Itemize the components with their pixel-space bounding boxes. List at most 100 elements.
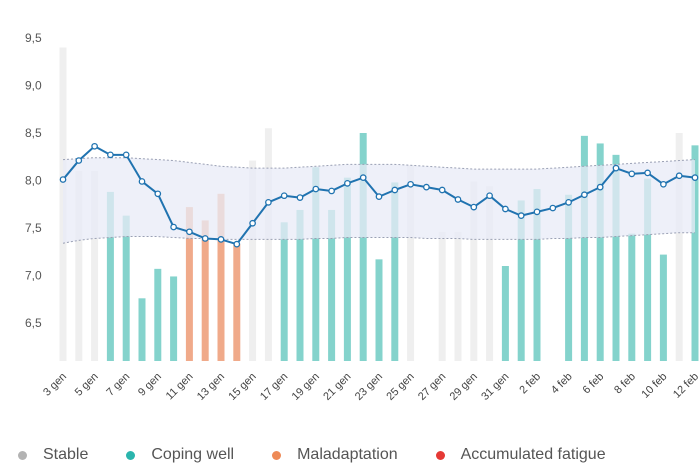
y-tick-label: 7,5 — [25, 221, 42, 235]
x-tick-label: 9 gen — [136, 371, 164, 399]
x-tick-label: 10 feb — [639, 371, 669, 401]
x-axis: 3 gen 5 gen 7 gen 9 gen 11 gen 13 gen 15 gen 17… — [41, 371, 700, 403]
bar-coping — [501, 266, 509, 361]
trend-point — [691, 174, 699, 181]
legend-item-maladaptation[interactable]: Maladaptation — [272, 446, 398, 464]
trend-point — [470, 203, 478, 211]
bar-coping — [644, 178, 652, 361]
bar-maladaptation — [217, 193, 225, 361]
bar-stable — [486, 186, 494, 361]
x-tick-label: 8 feb — [612, 371, 638, 397]
bar-coping — [359, 133, 367, 361]
trend-point — [644, 169, 651, 177]
x-tick-label: 21 gen — [321, 371, 353, 403]
bar-maladaptation — [185, 207, 193, 361]
trend-point — [407, 180, 414, 188]
band-lower-border — [62, 232, 695, 244]
bar-maladaptation — [233, 244, 241, 361]
bar-coping — [517, 200, 525, 361]
trend-point — [201, 235, 209, 242]
legend: Stable Coping well Maladaptation Accumul… — [18, 445, 644, 465]
x-tick-label: 7 gen — [104, 371, 132, 399]
bar-coping — [628, 233, 636, 361]
bar-coping — [691, 145, 699, 361]
trend-point — [454, 196, 462, 203]
bar-coping — [106, 191, 114, 361]
bar-maladaptation — [201, 220, 209, 361]
y-tick-label: 9,5 — [25, 31, 42, 45]
bar-coping — [343, 177, 351, 361]
legend-dot-fatigue — [435, 450, 445, 460]
bar-coping — [565, 194, 573, 361]
trend-point — [312, 185, 320, 193]
trend-point — [154, 190, 162, 198]
trend-point — [533, 208, 541, 216]
trend-point — [186, 228, 193, 236]
trend-point — [565, 199, 572, 206]
trend-point — [502, 205, 509, 213]
bar-coping — [612, 154, 620, 361]
legend-label-coping: Coping well — [151, 446, 235, 463]
x-tick-label: 12 feb — [671, 371, 700, 401]
trend-point — [517, 212, 525, 219]
bars-layer — [59, 47, 699, 361]
bar-coping — [122, 215, 130, 361]
bar-coping — [280, 222, 288, 361]
trend-point — [438, 186, 446, 194]
bar-coping — [328, 209, 336, 361]
x-tick-label: 6 feb — [581, 371, 607, 397]
trend-point — [675, 172, 683, 180]
trend-point — [612, 164, 620, 172]
x-tick-label: 11 gen — [164, 371, 196, 403]
y-tick-label: 6,5 — [25, 316, 42, 330]
legend-dot-stable — [18, 450, 27, 460]
line-layer — [59, 142, 699, 248]
legend-item-fatigue[interactable]: Accumulated fatigue — [435, 446, 606, 464]
x-tick-label: 23 gen — [353, 371, 385, 403]
bar-coping — [296, 209, 304, 361]
y-tick-label: 7,0 — [25, 269, 42, 283]
bar-coping — [596, 143, 604, 361]
legend-dot-maladaptation — [272, 450, 282, 460]
legend-item-coping[interactable]: Coping well — [126, 446, 234, 464]
trend-point — [328, 187, 335, 195]
x-tick-label: 27 gen — [416, 371, 448, 403]
legend-item-stable[interactable]: Stable — [18, 446, 88, 464]
legend-label-fatigue: Accumulated fatigue — [460, 446, 606, 463]
bar-stable — [470, 181, 478, 361]
bar-coping — [154, 268, 162, 361]
trend-point — [75, 157, 83, 164]
x-tick-label: 31 gen — [479, 371, 511, 403]
x-tick-label: 17 gen — [258, 371, 290, 403]
trend-point — [596, 183, 604, 191]
bar-coping — [375, 259, 383, 361]
trend-point — [391, 186, 399, 194]
bar-coping — [170, 276, 178, 361]
legend-label-maladaptation: Maladaptation — [297, 446, 398, 463]
x-tick-label: 4 feb — [549, 371, 575, 397]
trend-point — [660, 180, 667, 188]
bar-stable — [675, 133, 683, 361]
trend-point — [59, 176, 67, 183]
bar-stable — [264, 128, 272, 361]
trend-point — [233, 240, 241, 248]
band-layer — [62, 157, 696, 244]
chart: 9,5 9,0 8,5 8,0 7,5 7,0 6,5 3 gen 5 gen 7 gen 9 g… — [25, 31, 700, 403]
trend-point — [486, 192, 493, 200]
trend-point — [265, 199, 272, 206]
x-tick-label: 29 gen — [448, 371, 480, 403]
y-axis: 9,5 9,0 8,5 8,0 7,5 7,0 6,5 — [25, 31, 42, 330]
bar-stable — [91, 171, 99, 361]
trend-point — [296, 194, 304, 201]
trend-point — [170, 223, 177, 231]
bar-coping — [580, 135, 588, 361]
x-tick-label: 13 gen — [195, 371, 227, 403]
y-tick-label: 9,0 — [25, 79, 42, 93]
trend-point — [344, 180, 351, 187]
trend-point — [107, 151, 114, 159]
legend-label-stable: Stable — [43, 446, 89, 463]
bar-stable — [407, 165, 415, 361]
x-tick-label: 3 gen — [41, 371, 69, 399]
bar-stable — [249, 160, 257, 361]
bar-coping — [659, 254, 667, 361]
